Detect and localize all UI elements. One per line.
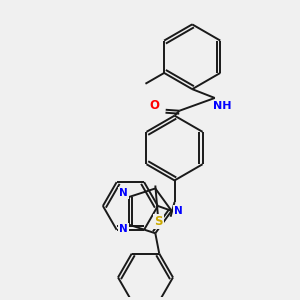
Text: O: O <box>149 99 159 112</box>
Text: N: N <box>174 206 183 216</box>
Text: N: N <box>119 188 128 198</box>
Text: N: N <box>119 224 128 234</box>
Text: S: S <box>154 215 163 228</box>
Text: NH: NH <box>213 101 232 111</box>
